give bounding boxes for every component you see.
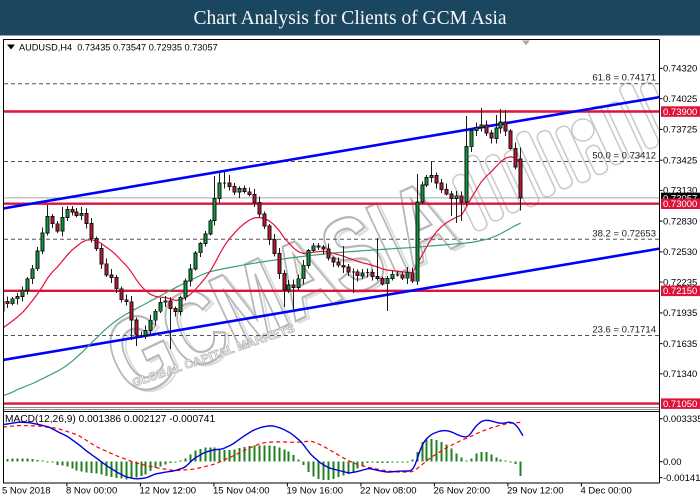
svg-text:0.72235: 0.72235 [663,277,697,288]
svg-text:29 Nov 12:00: 29 Nov 12:00 [507,486,564,497]
svg-text:61.8 = 0.74171: 61.8 = 0.74171 [592,73,656,84]
svg-text:0.73425: 0.73425 [663,155,697,166]
svg-text:0.72530: 0.72530 [663,247,697,258]
svg-text:23.6 = 0.71714: 23.6 = 0.71714 [592,325,656,336]
svg-text:Chart Analysis for Clients of: Chart Analysis for Clients of GCM Asia [193,8,506,29]
svg-text:0.00: 0.00 [663,457,682,468]
svg-text:8 Nov 00:00: 8 Nov 00:00 [66,486,117,497]
svg-text:0.71635: 0.71635 [663,339,697,350]
svg-text:0.73130: 0.73130 [663,186,697,197]
svg-text:0.003335: 0.003335 [663,414,700,425]
svg-text:50.0 = 0.73412: 50.0 = 0.73412 [592,151,656,162]
svg-text:15 Nov 04:00: 15 Nov 04:00 [213,486,270,497]
svg-text:0.72150: 0.72150 [663,286,697,297]
svg-text:0.71050: 0.71050 [663,399,697,410]
svg-text:-0.001412: -0.001412 [663,473,700,484]
svg-text:4 Dec 00:00: 4 Dec 00:00 [581,486,632,497]
svg-text:5 Nov 2018: 5 Nov 2018 [2,486,51,497]
svg-text:0.73725: 0.73725 [663,125,697,136]
svg-text:0.71935: 0.71935 [663,308,697,319]
svg-text:38.2 = 0.72653: 38.2 = 0.72653 [592,228,656,239]
svg-text:0.74025: 0.74025 [663,94,697,105]
svg-text:22 Nov 08:00: 22 Nov 08:00 [360,486,417,497]
svg-text:0.73000: 0.73000 [663,199,697,210]
svg-text:0.71340: 0.71340 [663,369,697,380]
svg-text:0.73900: 0.73900 [663,107,697,118]
svg-text:0.72830: 0.72830 [663,216,697,227]
svg-text:19 Nov 16:00: 19 Nov 16:00 [287,486,344,497]
svg-text:AUDUSD,H4 0.73435 0.73547 0.7: AUDUSD,H4 0.73435 0.73547 0.72935 0.7305… [19,43,218,53]
svg-text:26 Nov 20:00: 26 Nov 20:00 [434,486,491,497]
svg-text:12 Nov 12:00: 12 Nov 12:00 [140,486,197,497]
svg-text:MACD(12,26,9) 0.001386 0.00212: MACD(12,26,9) 0.001386 0.002127 -0.00074… [5,414,215,425]
svg-text:0.74320: 0.74320 [663,64,697,75]
